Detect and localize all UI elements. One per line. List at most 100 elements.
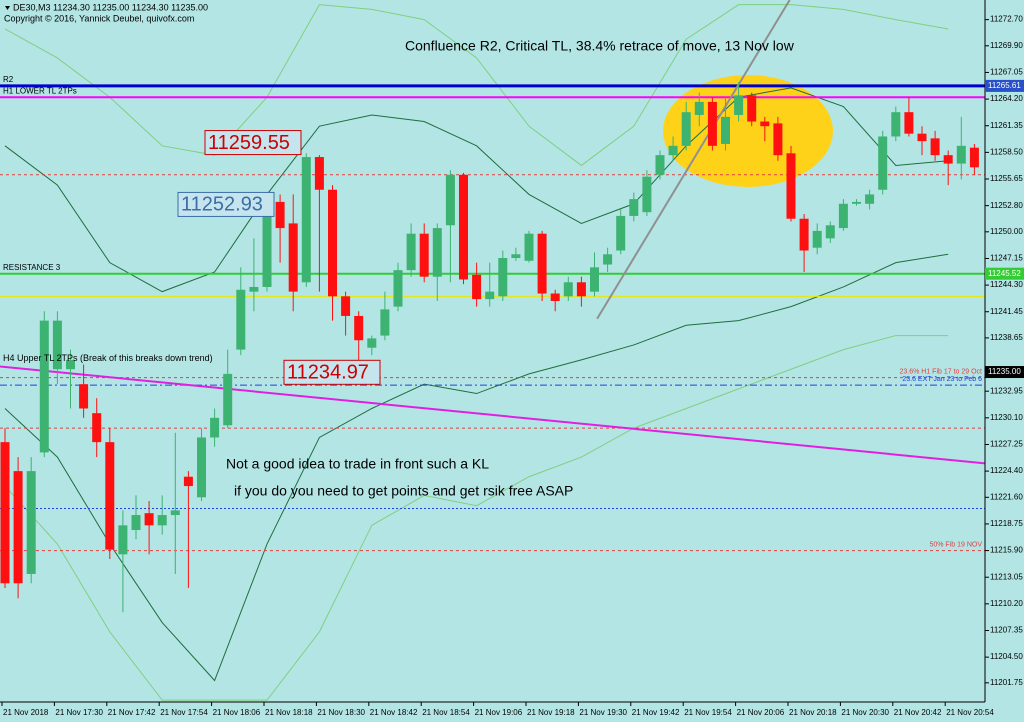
bid-tag — [985, 366, 1024, 379]
y-tick-label: 11250.00 — [990, 227, 1023, 236]
candle-body — [288, 223, 298, 292]
candle-body — [105, 442, 115, 550]
candle-body — [223, 373, 233, 426]
candle-body — [734, 95, 744, 115]
candle-body — [197, 437, 206, 498]
y-tick-label: 11255.65 — [990, 174, 1023, 183]
candle-body — [550, 293, 560, 301]
y-tick-label: 11258.50 — [990, 147, 1023, 156]
x-tick-label: 21 Nov 20:30 — [841, 708, 889, 717]
candle-body — [629, 199, 639, 216]
y-tick-label: 11224.40 — [990, 466, 1023, 475]
y-tick-label: 11213.05 — [990, 572, 1023, 581]
candle-body — [432, 228, 442, 277]
y-tick-label: 11267.05 — [990, 68, 1023, 77]
price-label-box — [177, 191, 275, 217]
candle-body — [380, 309, 390, 336]
candle-body — [721, 116, 730, 144]
y-tick-label: 11241.45 — [990, 307, 1023, 316]
price-tag-label: 11245.52 — [988, 269, 1021, 278]
candle-body — [969, 147, 979, 168]
candle-body — [838, 203, 848, 229]
candle-body — [773, 123, 783, 156]
candle-body — [0, 442, 10, 584]
price-label: 11234.97 — [287, 362, 369, 384]
annotation: if you do you need to get points and get… — [234, 483, 573, 499]
trendline-note: H4 Upper TL 2TPs (Break of this breaks d… — [3, 353, 213, 363]
candle-body — [39, 320, 49, 453]
y-tick-label: 11221.60 — [990, 492, 1023, 501]
candle-body — [865, 194, 875, 204]
candle-body — [262, 203, 272, 287]
candle-body — [485, 291, 495, 300]
level-note: 23.6 EXT Jan 23 to Feb 6 — [902, 376, 982, 383]
x-tick-label: 21 Nov 19:42 — [632, 708, 680, 717]
x-tick-label: 21 Nov 17:30 — [55, 708, 103, 717]
candle-body — [943, 155, 953, 164]
y-tick-label: 11238.65 — [990, 333, 1023, 342]
y-tick-label: 11201.75 — [990, 678, 1023, 687]
band-line — [4, 4, 949, 167]
bid-tag-label: 11235.00 — [988, 367, 1021, 376]
y-tick-label: 11261.35 — [990, 121, 1023, 130]
price-tag — [985, 79, 1024, 92]
y-tick-label: 11247.15 — [990, 254, 1023, 263]
candle-body — [92, 413, 102, 443]
x-tick-label: 21 Nov 19:30 — [579, 708, 627, 717]
band-line — [4, 253, 949, 682]
x-tick-label: 21 Nov 20:42 — [894, 708, 942, 717]
level-note: R2 — [3, 75, 14, 84]
y-tick-label: 11244.30 — [990, 280, 1023, 289]
candle-body — [891, 112, 901, 137]
candle-body — [459, 174, 468, 280]
x-tick-label: 21 Nov 17:42 — [108, 708, 156, 717]
x-tick-label: 21 Nov 18:18 — [265, 708, 313, 717]
candle-body — [681, 112, 691, 146]
candle-body — [131, 515, 141, 531]
y-tick-label: 11215.90 — [990, 546, 1023, 555]
candle-body — [406, 233, 416, 271]
candle-body — [511, 254, 521, 258]
candle-body — [183, 476, 193, 487]
candle-body — [642, 176, 652, 213]
candle-body — [419, 233, 429, 277]
candle-body — [13, 471, 23, 584]
band-line — [4, 87, 949, 293]
candle-body — [524, 233, 534, 261]
candle-body — [904, 112, 914, 134]
candle-body — [249, 286, 259, 292]
y-tick-label: 11230.10 — [990, 413, 1023, 422]
candle-body — [616, 215, 626, 251]
candle-body — [79, 384, 89, 409]
x-tick-label: 21 Nov 20:54 — [946, 708, 994, 717]
symbol-icon — [5, 6, 10, 10]
candle-body — [275, 201, 285, 229]
x-tick-label: 21 Nov 19:54 — [684, 708, 732, 717]
y-tick-label: 11269.90 — [990, 41, 1023, 50]
annotation: Confluence R2, Critical TL, 38.4% retrac… — [405, 38, 795, 54]
level-note: RESISTANCE 3 — [3, 263, 61, 272]
plot-area — [0, 0, 985, 701]
y-tick-label: 11218.75 — [990, 519, 1023, 528]
y-tick-label: 11207.35 — [990, 626, 1023, 635]
level-note: 23.6% H1 Fib 17 to 29 Oct — [900, 368, 983, 375]
candle-body — [956, 145, 966, 164]
candle-body — [930, 138, 940, 156]
x-tick-label: 21 Nov 20:18 — [789, 708, 837, 717]
y-tick-label: 11264.20 — [990, 94, 1023, 103]
price-label: 11252.93 — [181, 194, 263, 216]
candle-body — [26, 471, 36, 574]
price-label: 11259.55 — [208, 132, 290, 154]
x-tick-label: 21 Nov 19:18 — [527, 708, 575, 717]
candle-body — [328, 189, 337, 297]
trendline — [0, 365, 985, 465]
chart-subtitle: Copyright © 2016, Yannick Deubel, quivof… — [4, 13, 194, 23]
candle-body — [157, 515, 167, 526]
x-tick-label: 21 Nov 18:06 — [213, 708, 261, 717]
candle-body — [576, 282, 586, 297]
y-tick-label: 11204.50 — [990, 652, 1023, 661]
price-tag-label: 11265.61 — [988, 81, 1021, 90]
